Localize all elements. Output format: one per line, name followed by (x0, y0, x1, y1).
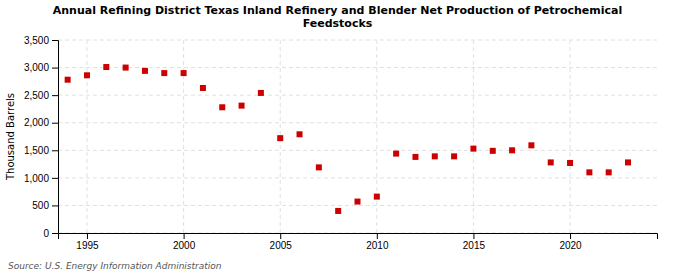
point (123, 65, 129, 71)
tick-mark (52, 205, 58, 206)
point (142, 68, 148, 74)
point (432, 153, 438, 159)
tick-label: 2000 (173, 240, 196, 251)
grid-line (570, 40, 571, 233)
point (625, 159, 631, 165)
source: Source: U.S. Energy Information Administ… (8, 261, 222, 271)
axis-line (52, 41, 59, 234)
tick-label: 3,500 (24, 35, 49, 46)
axis-line (59, 234, 658, 240)
point (528, 142, 534, 148)
point (412, 154, 418, 160)
x-axis: 1995 2000 2005 2010 2015 2020 (59, 233, 658, 251)
plot-area: 1995 2000 2005 2010 2015 2020 0 500 1,000 1,500 2,… (24, 35, 658, 251)
tick: 2,000 (24, 117, 58, 128)
grid-line (58, 177, 657, 178)
point (84, 72, 90, 78)
tick: 500 (32, 200, 58, 211)
tick-mark (52, 178, 58, 179)
tick-mark (377, 233, 378, 239)
grid-line (183, 40, 184, 233)
tick: 2,500 (24, 90, 58, 101)
tick-mark (52, 95, 58, 96)
point (451, 153, 457, 159)
title: Annual Refining District Texas Inland Re… (53, 4, 623, 30)
point (181, 70, 187, 76)
point (316, 164, 322, 170)
tick-mark (184, 233, 185, 239)
tick-mark (52, 123, 58, 124)
tick-mark (473, 233, 474, 239)
grid-line (58, 150, 657, 151)
point (239, 103, 245, 109)
point (297, 131, 303, 137)
grid-line (58, 205, 657, 206)
tick-mark (52, 40, 58, 41)
tick-label: 1995 (76, 240, 99, 251)
point (65, 77, 71, 83)
tick-mark (87, 233, 88, 239)
tick-label: 0 (43, 228, 49, 239)
tick: 0 (43, 228, 58, 239)
point (470, 146, 476, 152)
tick: 1,500 (24, 145, 58, 156)
point (586, 169, 592, 175)
point (103, 64, 109, 70)
tick: 3,000 (24, 62, 58, 73)
point (567, 160, 573, 166)
tick-label: 1,500 (24, 145, 49, 156)
point (393, 151, 399, 157)
tick: 3,500 (24, 35, 58, 46)
tick-mark (52, 68, 58, 69)
tick-mark (280, 233, 281, 239)
point (200, 85, 206, 91)
point (548, 159, 554, 165)
point (161, 70, 167, 76)
point (258, 90, 264, 96)
grid-line (473, 40, 474, 233)
tick-label: 2010 (366, 240, 389, 251)
points (65, 64, 631, 214)
tick-label: 2,000 (24, 117, 49, 128)
tick: 2015 (463, 233, 486, 251)
chart: 1995 2000 2005 2010 2015 2020 0 500 1,000 1,500 2,… (0, 0, 675, 275)
tick-label: 1,000 (24, 173, 49, 184)
point (509, 147, 515, 153)
tick-label: 500 (32, 200, 49, 211)
grid (58, 40, 657, 233)
point (219, 104, 225, 110)
tick-label: 3,000 (24, 62, 49, 73)
tick-mark (52, 233, 58, 234)
tick-label: 2005 (270, 240, 293, 251)
grid-line (86, 40, 87, 233)
tick-label: 2,500 (24, 90, 49, 101)
grid-line (376, 40, 377, 233)
grid-line (58, 122, 657, 123)
point (335, 208, 341, 214)
point (606, 169, 612, 175)
tick: 2020 (559, 233, 582, 251)
tick-label: 2015 (463, 240, 486, 251)
y-axis: 0 500 1,000 1,500 2,000 2,500 3,000 3,500 (24, 35, 59, 239)
tick-label: 2020 (559, 240, 582, 251)
point (374, 194, 380, 200)
tick: 2010 (366, 233, 389, 251)
tick-mark (52, 150, 58, 151)
tick: 1,000 (24, 173, 58, 184)
tick-mark (570, 233, 571, 239)
tick: 1995 (76, 233, 99, 251)
grid-line (58, 40, 657, 41)
tick: 2000 (173, 233, 196, 251)
tick: 2005 (270, 233, 293, 251)
y-axis-title: Thousand Barrels (5, 93, 16, 181)
point (355, 199, 361, 205)
grid-line (58, 95, 657, 96)
point (490, 148, 496, 154)
point (277, 135, 283, 141)
